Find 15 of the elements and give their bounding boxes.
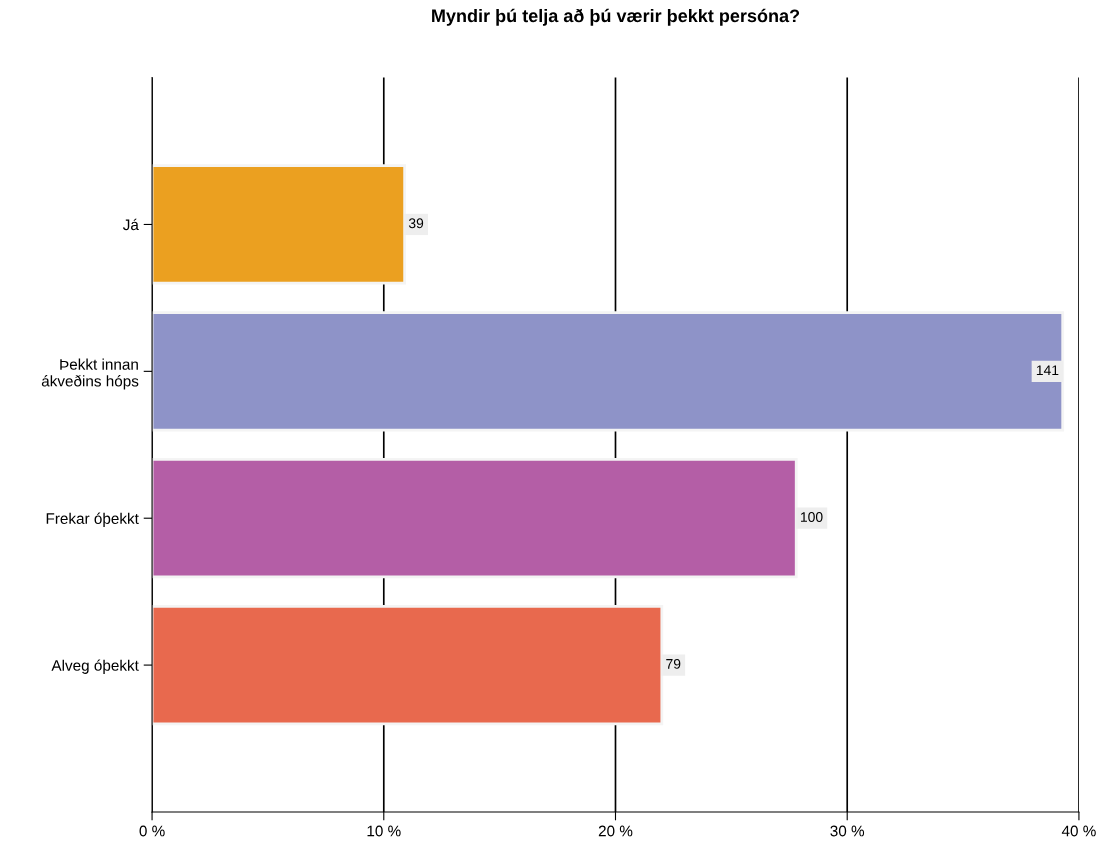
annotation: 39	[408, 218, 424, 229]
y-tick-label: Þekkt innan ákveðins hóps	[41, 358, 139, 390]
x-tick-label: 40 %	[1061, 825, 1096, 837]
x-tick-label: 10 %	[367, 825, 401, 837]
y-tick-label: Alveg óþekkt	[51, 659, 139, 674]
chart-title: Myndir þú telja að þú værir þekkt persóna?	[432, 8, 800, 26]
x-tick-label: 30 %	[830, 825, 865, 837]
bar	[152, 311, 1065, 432]
x-tick-label: 0 %	[139, 825, 165, 837]
y-tick-label: Já	[122, 218, 139, 231]
x-tick-label: 20 %	[598, 825, 633, 837]
y-tick-label: Frekar óþekkt	[46, 512, 139, 528]
annotation: 141	[1036, 365, 1059, 375]
annotation: 100	[801, 512, 823, 522]
annotation: 79	[666, 658, 681, 669]
